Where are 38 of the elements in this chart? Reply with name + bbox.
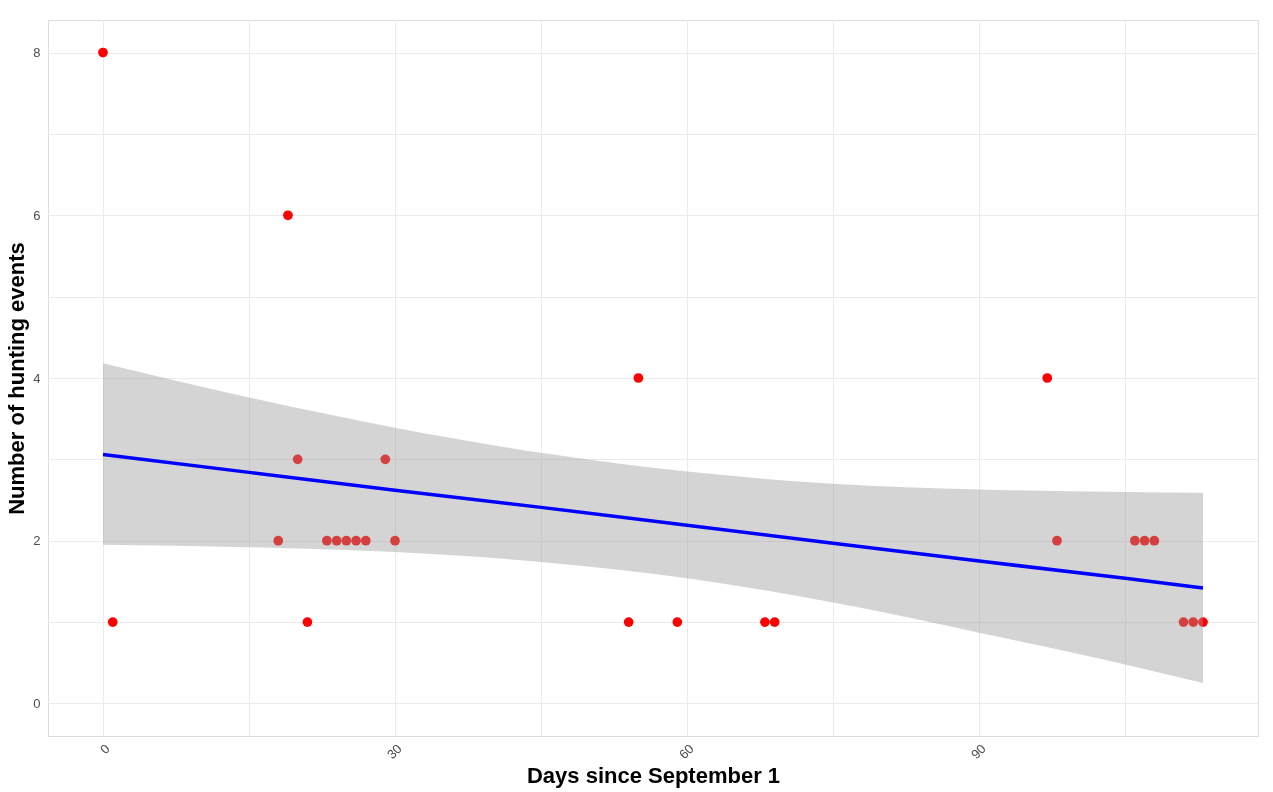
x-tick-label: 0 — [96, 741, 113, 757]
point — [107, 617, 118, 627]
point — [380, 454, 391, 465]
point — [1129, 535, 1140, 546]
point — [292, 454, 303, 465]
y-tick-label: 2 — [33, 533, 41, 549]
point — [769, 617, 780, 627]
point — [760, 617, 770, 627]
point — [302, 617, 313, 627]
point — [390, 535, 400, 546]
x-tick-label: 60 — [675, 741, 697, 762]
point — [273, 535, 284, 546]
point — [1178, 617, 1189, 627]
point — [633, 373, 644, 383]
point — [1052, 535, 1062, 546]
y-tick-label: 4 — [33, 370, 41, 386]
y-axis-title: Number of hunting events — [4, 242, 30, 515]
x-tick-label: 90 — [967, 741, 989, 762]
point — [1149, 535, 1160, 546]
x-tick-label: 30 — [383, 741, 405, 762]
point — [341, 535, 352, 546]
point — [1198, 617, 1208, 627]
point — [360, 535, 371, 546]
point — [672, 617, 683, 627]
y-tick-label: 8 — [33, 45, 41, 61]
point — [283, 210, 293, 221]
point — [322, 535, 332, 546]
point — [98, 47, 108, 58]
point — [1188, 617, 1199, 627]
point — [331, 535, 342, 546]
y-tick-label: 6 — [33, 207, 41, 223]
y-tick-label: 0 — [33, 695, 41, 711]
line-series — [101, 452, 1205, 590]
point — [1139, 535, 1150, 546]
x-axis-title: Days since September 1 — [526, 762, 781, 788]
point — [351, 535, 361, 546]
point — [1042, 373, 1053, 383]
point — [623, 617, 634, 627]
